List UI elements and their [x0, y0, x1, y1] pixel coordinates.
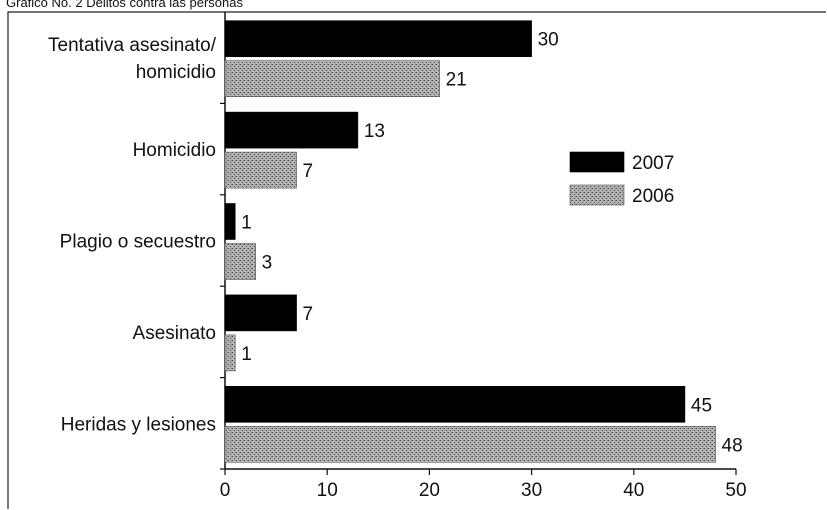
x-tick-label: 30	[521, 480, 542, 501]
category-label: Tentativa asesinato/homicidio	[48, 35, 217, 83]
bar-2007	[224, 20, 532, 58]
bar-value-label: 45	[691, 395, 712, 416]
x-tick-label: 50	[725, 480, 746, 501]
bar-value-label: 1	[241, 213, 252, 234]
x-tick-label: 20	[419, 480, 440, 501]
x-tick-label: 40	[623, 480, 644, 501]
bar-2006	[224, 334, 236, 372]
bar-value-label: 7	[303, 161, 314, 182]
category-label: Plagio o secuestro	[60, 232, 216, 253]
x-tick-label: 10	[317, 480, 338, 501]
bar-2007	[224, 294, 297, 332]
bar-2007	[224, 203, 236, 240]
legend-swatch-2007	[569, 151, 625, 173]
bar-2006	[224, 151, 297, 189]
bar-2007	[224, 111, 359, 149]
bar-2007	[224, 385, 686, 423]
x-tick-label: 0	[220, 480, 231, 501]
legend-label-2007: 2007	[632, 153, 674, 174]
legend-swatch-2006	[569, 184, 625, 206]
bar-value-label: 48	[722, 435, 743, 456]
legend-label-2006: 2006	[632, 186, 674, 207]
chart-title: Gráfico No. 2 Delitos contra las persona…	[6, 0, 243, 10]
category-label: Asesinato	[133, 323, 216, 344]
bar-value-label: 13	[364, 121, 385, 142]
bar-2006	[224, 243, 256, 280]
category-label: Heridas y lesiones	[61, 414, 216, 435]
bar-2006	[224, 425, 716, 463]
category-label: Homicidio	[133, 140, 216, 161]
bar-value-label: 7	[303, 304, 314, 325]
bar-value-label: 21	[446, 70, 467, 91]
chart-frame	[7, 11, 826, 509]
bar-value-label: 1	[241, 344, 252, 365]
bar-value-label: 30	[538, 30, 559, 51]
bar-2006	[224, 60, 440, 98]
bar-value-label: 3	[262, 253, 273, 274]
